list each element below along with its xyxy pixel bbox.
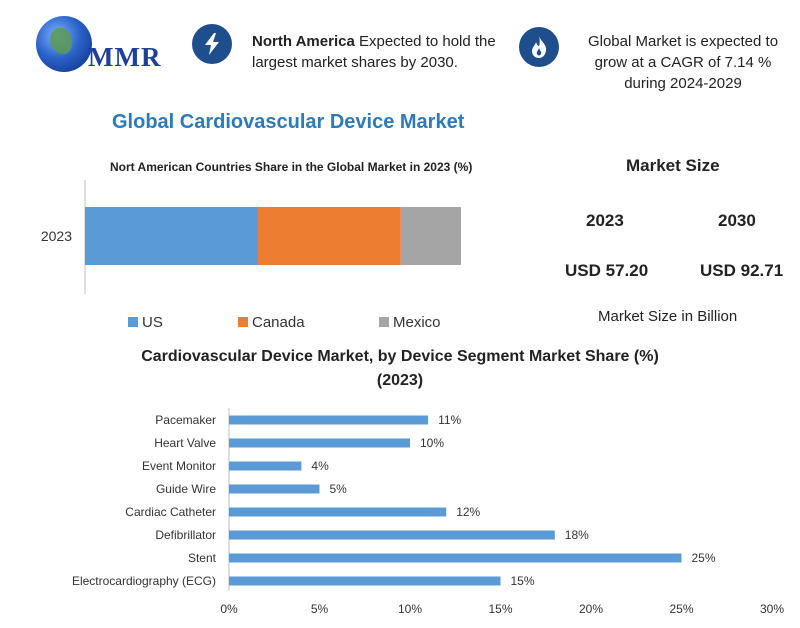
bar [229, 530, 555, 540]
north-america-text: Expected to hold the largest market shar… [252, 33, 496, 71]
data-label: 5% [330, 482, 348, 496]
x-tick-label: 30% [760, 602, 784, 616]
data-label: 4% [311, 459, 329, 473]
category-label: Electrocardiography (ECG) [72, 574, 216, 588]
segment-bar-chart: Pacemaker 11% Heart Valve 10% Event Monitor 4… [72, 408, 784, 616]
segment-chart-title: Cardiovascular Device Market, by Device … [0, 345, 800, 393]
category-label: Pacemaker [155, 413, 216, 427]
north-america-bold: North America [252, 33, 355, 50]
data-label: 11% [438, 413, 461, 427]
bar [229, 553, 682, 563]
x-tick-label: 25% [669, 602, 693, 616]
legend-swatch-canada [238, 317, 248, 327]
mmr-logo: MMR [30, 10, 180, 80]
cagr-note: Global Market is expected to grow at a C… [587, 33, 779, 92]
main-title: Global Cardiovascular Device Market [112, 111, 465, 133]
bar-segment-mexico [400, 207, 461, 265]
market-year-2023: 2023 [586, 211, 624, 230]
market-value-2030: USD 92.71 [700, 261, 784, 280]
market-size-note: Market Size in Billion [598, 308, 738, 325]
category-label: Cardiac Catheter [125, 505, 216, 519]
globe-icon [36, 16, 92, 72]
bar [229, 438, 410, 448]
lightning-icon [192, 24, 232, 64]
y-tick-label: 2023 [41, 228, 72, 244]
bar [229, 507, 447, 517]
market-size-title: Market Size [626, 156, 720, 175]
x-tick-label: 20% [579, 602, 603, 616]
category-label: Stent [188, 551, 217, 565]
x-tick-label: 0% [220, 602, 238, 616]
category-label: Heart Valve [154, 436, 216, 450]
legend-label-canada: Canada [252, 314, 305, 331]
legend-label-mexico: Mexico [393, 314, 441, 331]
market-year-2030: 2030 [718, 211, 756, 230]
logo-text: MMR [88, 42, 162, 72]
x-tick-label: 5% [311, 602, 329, 616]
legend-swatch-us [128, 317, 138, 327]
stacked-chart-title: Nort American Countries Share in the Glo… [110, 160, 473, 174]
bar-segment-us [85, 207, 258, 265]
segment-chart-subtitle: (2023) [376, 372, 424, 389]
category-label: Event Monitor [142, 459, 216, 473]
category-label: Guide Wire [156, 482, 216, 496]
bar [229, 484, 320, 494]
legend-swatch-mexico [379, 317, 389, 327]
data-label: 18% [565, 528, 589, 542]
north-america-note: North America Expected to hold the large… [252, 31, 512, 73]
bar [229, 576, 501, 586]
legend-label-us: US [142, 314, 163, 331]
x-tick-label: 10% [398, 602, 422, 616]
bar [229, 461, 302, 471]
bar [229, 415, 429, 425]
flame-icon [519, 27, 559, 67]
data-label: 12% [456, 505, 480, 519]
market-value-2023: USD 57.20 [565, 261, 649, 280]
segment-chart-title-line1: Cardiovascular Device Market, by Device … [141, 348, 659, 365]
data-label: 10% [420, 436, 444, 450]
category-label: Defibrillator [155, 528, 216, 542]
data-label: 15% [511, 574, 535, 588]
x-tick-label: 15% [488, 602, 512, 616]
bar-segment-canada [257, 207, 401, 265]
data-label: 25% [692, 551, 716, 565]
stacked-bar-chart: 2023 US Canada Mexico [41, 180, 461, 331]
